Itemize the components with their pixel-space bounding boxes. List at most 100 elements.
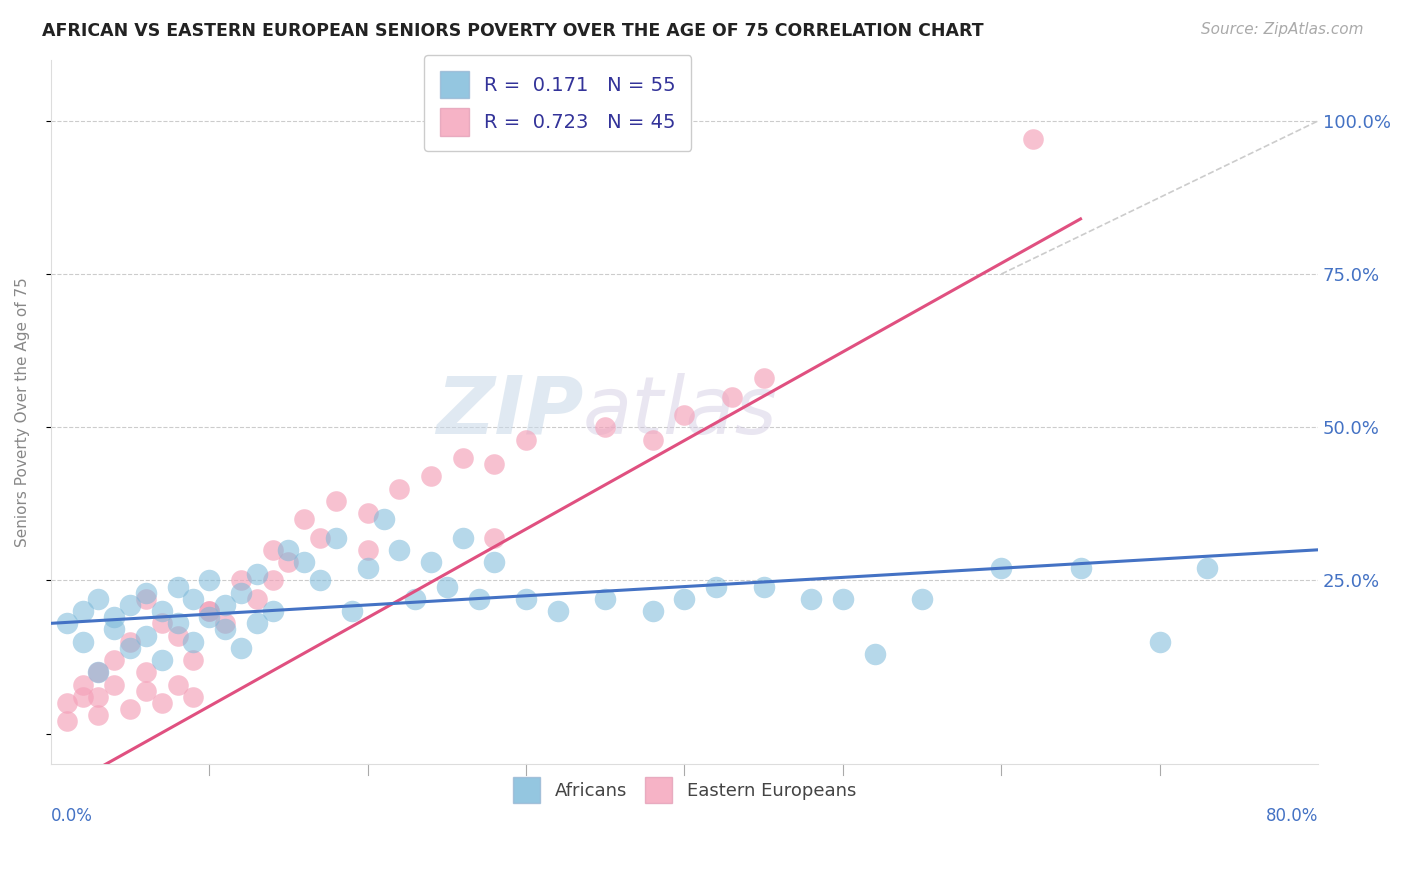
Point	[183, 634, 205, 648]
Point	[72, 678, 94, 692]
Point	[103, 653, 125, 667]
Point	[87, 708, 110, 723]
Point	[166, 580, 188, 594]
Point	[752, 580, 775, 594]
Point	[277, 555, 299, 569]
Point	[1197, 561, 1219, 575]
Point	[340, 604, 363, 618]
Point	[262, 542, 284, 557]
Point	[436, 580, 458, 594]
Point	[87, 591, 110, 606]
Point	[118, 640, 141, 655]
Point	[87, 690, 110, 704]
Point	[325, 493, 347, 508]
Y-axis label: Seniors Poverty Over the Age of 75: Seniors Poverty Over the Age of 75	[15, 277, 30, 547]
Point	[356, 542, 378, 557]
Point	[166, 616, 188, 631]
Point	[515, 591, 537, 606]
Point	[135, 665, 157, 680]
Point	[135, 585, 157, 599]
Point	[356, 506, 378, 520]
Point	[1022, 132, 1045, 146]
Point	[214, 623, 236, 637]
Legend: Africans, Eastern Europeans: Africans, Eastern Europeans	[503, 768, 865, 812]
Point	[118, 598, 141, 612]
Point	[150, 604, 173, 618]
Point	[198, 604, 221, 618]
Point	[135, 683, 157, 698]
Point	[262, 604, 284, 618]
Point	[451, 531, 474, 545]
Point	[404, 591, 426, 606]
Point	[593, 420, 616, 434]
Point	[292, 512, 315, 526]
Point	[87, 665, 110, 680]
Point	[388, 482, 411, 496]
Text: atlas: atlas	[583, 373, 778, 451]
Point	[229, 640, 252, 655]
Point	[72, 634, 94, 648]
Point	[87, 665, 110, 680]
Text: 80.0%: 80.0%	[1265, 806, 1319, 824]
Point	[229, 574, 252, 588]
Text: AFRICAN VS EASTERN EUROPEAN SENIORS POVERTY OVER THE AGE OF 75 CORRELATION CHART: AFRICAN VS EASTERN EUROPEAN SENIORS POVE…	[42, 22, 984, 40]
Point	[704, 580, 727, 594]
Point	[214, 598, 236, 612]
Point	[911, 591, 934, 606]
Point	[721, 390, 744, 404]
Point	[467, 591, 489, 606]
Point	[183, 653, 205, 667]
Point	[373, 512, 395, 526]
Point	[55, 696, 77, 710]
Point	[863, 647, 886, 661]
Point	[420, 469, 443, 483]
Point	[484, 457, 506, 471]
Point	[832, 591, 855, 606]
Point	[229, 585, 252, 599]
Point	[246, 616, 269, 631]
Point	[673, 591, 696, 606]
Point	[752, 371, 775, 385]
Point	[800, 591, 823, 606]
Point	[388, 542, 411, 557]
Point	[150, 616, 173, 631]
Point	[198, 610, 221, 624]
Point	[309, 574, 332, 588]
Point	[515, 433, 537, 447]
Point	[103, 678, 125, 692]
Point	[183, 591, 205, 606]
Point	[118, 634, 141, 648]
Point	[118, 702, 141, 716]
Text: ZIP: ZIP	[436, 373, 583, 451]
Point	[214, 616, 236, 631]
Point	[103, 623, 125, 637]
Point	[198, 604, 221, 618]
Text: 0.0%: 0.0%	[51, 806, 93, 824]
Point	[292, 555, 315, 569]
Point	[150, 653, 173, 667]
Point	[593, 591, 616, 606]
Point	[309, 531, 332, 545]
Point	[55, 616, 77, 631]
Point	[1070, 561, 1092, 575]
Point	[547, 604, 569, 618]
Point	[135, 629, 157, 643]
Point	[641, 604, 664, 618]
Point	[72, 604, 94, 618]
Text: Source: ZipAtlas.com: Source: ZipAtlas.com	[1201, 22, 1364, 37]
Point	[246, 567, 269, 582]
Point	[277, 542, 299, 557]
Point	[135, 591, 157, 606]
Point	[72, 690, 94, 704]
Point	[484, 531, 506, 545]
Point	[198, 574, 221, 588]
Point	[183, 690, 205, 704]
Point	[484, 555, 506, 569]
Point	[262, 574, 284, 588]
Point	[990, 561, 1012, 575]
Point	[641, 433, 664, 447]
Point	[420, 555, 443, 569]
Point	[55, 714, 77, 729]
Point	[356, 561, 378, 575]
Point	[166, 629, 188, 643]
